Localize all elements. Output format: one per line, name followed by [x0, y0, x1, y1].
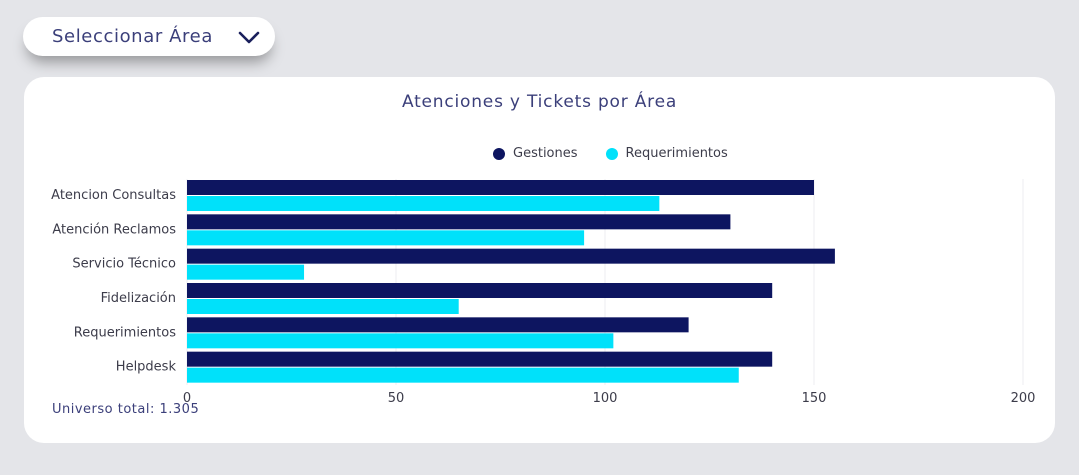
bar-requerimientos[interactable]: [187, 299, 459, 314]
category-label: Requerimientos: [74, 325, 176, 340]
x-tick-label: 0: [183, 391, 191, 406]
x-tick-label: 200: [1011, 391, 1036, 406]
bar-requerimientos[interactable]: [187, 264, 305, 280]
legend-item-requerimientos[interactable]: Requerimientos: [605, 146, 728, 161]
category-label: Atención Reclamos: [52, 222, 176, 237]
bar-gestiones[interactable]: [187, 283, 773, 298]
bar-requerimientos[interactable]: [187, 367, 739, 383]
area-select-dropdown[interactable]: Seleccionar Área: [23, 17, 275, 56]
legend-dot-gestiones: [493, 147, 505, 160]
x-tick-label: 50: [388, 391, 405, 406]
chart-legend: Gestiones Requerimientos: [493, 146, 756, 161]
bar-gestiones[interactable]: [187, 351, 773, 367]
area-select-label: Seleccionar Área: [52, 26, 213, 47]
chart-card: Atenciones y Tickets por Área Gestiones …: [24, 77, 1055, 443]
bar-requerimientos[interactable]: [187, 333, 614, 349]
legend-label-requerimientos: Requerimientos: [625, 146, 728, 161]
legend-label-gestiones: Gestiones: [513, 146, 578, 161]
x-tick-label: 100: [593, 391, 618, 406]
bar-gestiones[interactable]: [187, 317, 689, 333]
category-label: Helpdesk: [116, 360, 177, 375]
chart-title: Atenciones y Tickets por Área: [401, 92, 678, 112]
bar-gestiones[interactable]: [187, 180, 814, 195]
x-tick-label: 150: [802, 391, 827, 406]
universe-total: Universo total: 1.305: [52, 402, 200, 417]
legend-item-gestiones[interactable]: Gestiones: [493, 146, 578, 161]
bar-gestiones[interactable]: [187, 214, 731, 230]
category-label: Servicio Técnico: [72, 257, 176, 272]
legend-dot-requerimientos: [605, 147, 618, 160]
bar-requerimientos[interactable]: [187, 230, 585, 246]
bar-requerimientos[interactable]: [187, 196, 660, 211]
category-label: Fidelización: [101, 291, 176, 306]
bar-chart: 0 50 100 150 200 Atencion Consultas Atención R…: [51, 179, 1036, 406]
bar-gestiones[interactable]: [187, 248, 835, 264]
chevron-down-icon: [238, 31, 260, 44]
category-label: Atencion Consultas: [51, 188, 176, 203]
